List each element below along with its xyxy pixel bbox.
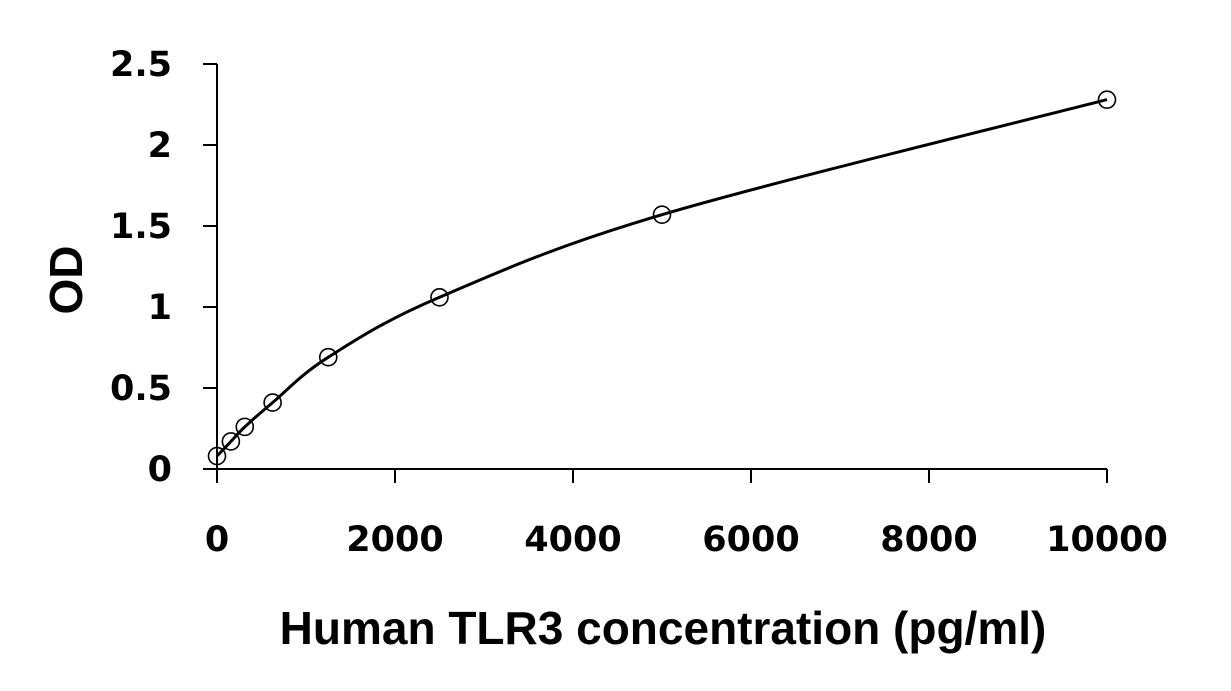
- fit-curve-line: [215, 98, 1108, 458]
- x-tick-label: 8000: [880, 520, 977, 560]
- y-axis-title: OD: [40, 246, 92, 315]
- y-tick-label: 2.5: [110, 45, 172, 85]
- y-tick-label: 1: [148, 288, 172, 328]
- y-tick-label: 0.5: [110, 369, 172, 409]
- x-axis-ticks: 0 2000 4000 6000 8000 10000: [205, 469, 1168, 560]
- y-axis-ticks: 0 0.5 1 1.5 2 2.5: [110, 45, 217, 490]
- x-axis-title: Human TLR3 concentration (pg/ml): [280, 602, 1047, 654]
- x-tick-label: 2000: [346, 520, 443, 560]
- data-point-marker: [221, 432, 241, 451]
- data-points: [207, 90, 1117, 466]
- y-tick-label: 1.5: [110, 207, 172, 247]
- data-point-marker: [318, 347, 338, 367]
- data-point-marker: [652, 205, 672, 224]
- x-tick-label: 10000: [1046, 520, 1168, 560]
- data-point-marker: [207, 446, 227, 466]
- y-tick-label: 0: [148, 450, 172, 490]
- data-point-marker: [263, 393, 282, 412]
- data-point-marker: [1097, 90, 1117, 109]
- data-point-marker: [430, 287, 449, 307]
- x-tick-label: 0: [205, 520, 229, 560]
- x-tick-label: 4000: [524, 520, 621, 560]
- y-tick-label: 2: [148, 126, 172, 166]
- data-point-marker: [235, 417, 255, 437]
- x-tick-label: 6000: [702, 520, 799, 560]
- axes: 0 0.5 1 1.5 2 2.5 0 2000 4000 6000 8000 10000: [110, 45, 1168, 560]
